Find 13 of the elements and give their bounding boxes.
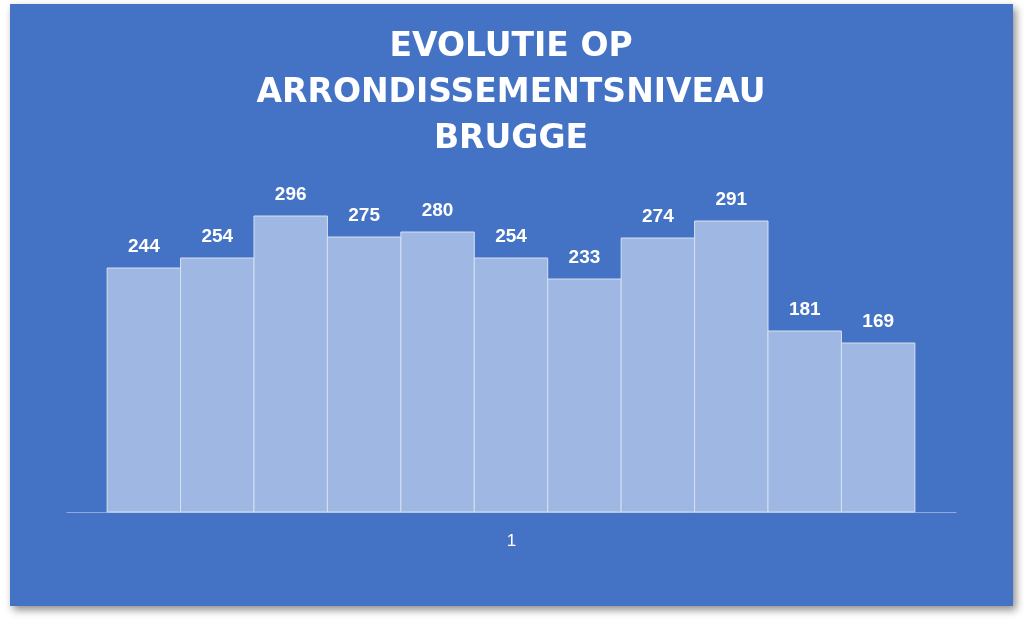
data-label: 254 — [201, 225, 234, 246]
x-axis-title: 1 — [506, 530, 517, 550]
data-label: 233 — [568, 246, 601, 267]
data-label: 254 — [495, 225, 528, 246]
data-label: 274 — [642, 205, 675, 226]
data-label: 169 — [862, 310, 895, 331]
data-label: 275 — [348, 204, 381, 225]
data-label: 280 — [421, 199, 454, 220]
chart-title: EVOLUTIE OP ARRONDISSEMENTSNIVEAU BRUGGE — [256, 25, 766, 156]
data-label: 181 — [788, 298, 822, 319]
data-label: 291 — [715, 188, 748, 209]
data-label: 296 — [274, 183, 307, 204]
data-label: 244 — [127, 235, 161, 256]
